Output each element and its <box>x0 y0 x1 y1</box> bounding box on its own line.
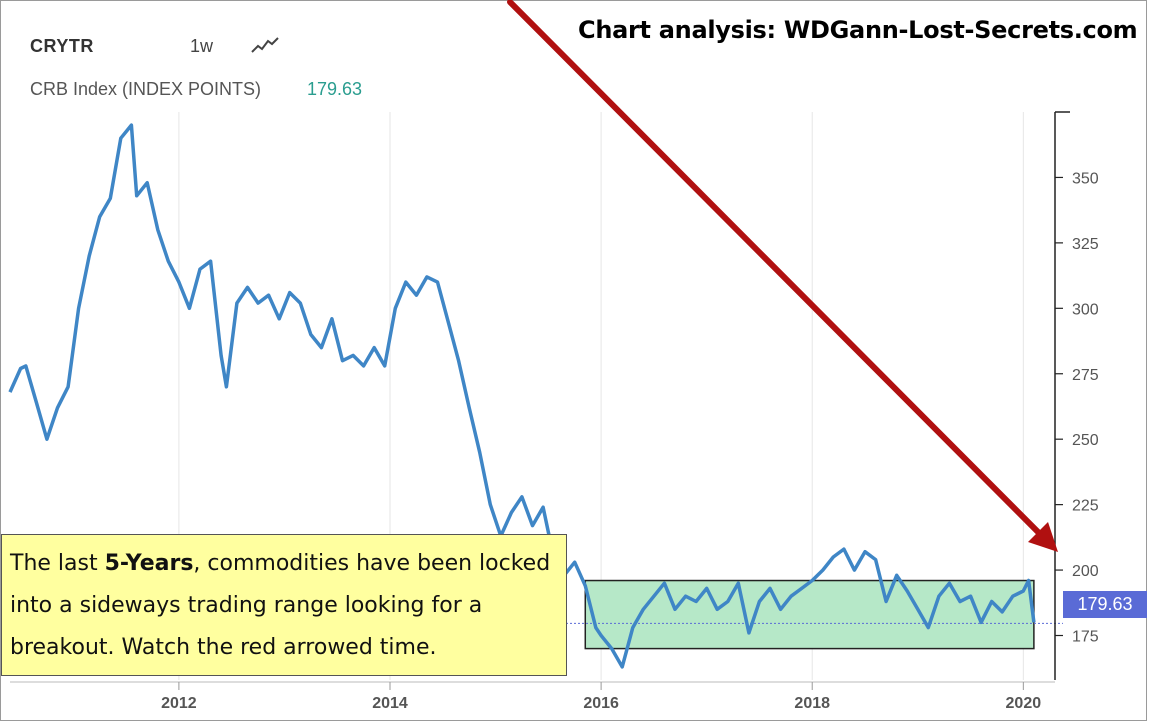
red-arrow-shaft <box>507 0 1047 541</box>
annotation-bold: 5-Years <box>104 551 194 576</box>
y-tick-label: 300 <box>1072 301 1099 318</box>
y-tick-label: 325 <box>1072 236 1099 253</box>
last-price-tag: 179.63 <box>1063 591 1147 618</box>
x-tick-label: 2020 <box>1006 695 1042 712</box>
annotation-text-1: The last <box>10 551 105 576</box>
series-line-group <box>8 123 1036 669</box>
series-line-crytr <box>8 123 1036 669</box>
trading-range-box <box>584 579 1035 650</box>
x-tick-label: 2018 <box>794 695 830 712</box>
annotation-box: The last 5-Years, commodities have been … <box>1 534 567 676</box>
red-arrow-group <box>507 0 1058 552</box>
y-tick-label: 350 <box>1072 170 1099 187</box>
y-tick-label: 175 <box>1072 629 1099 646</box>
symbol-label: CRYTR <box>30 36 94 56</box>
axes-group: 350 325 300 275 250 225 200 175 2012 2014 2016 2018… <box>10 111 1099 712</box>
x-tick-label: 2016 <box>583 695 619 712</box>
interval-selector[interactable]: 1w <box>190 36 214 56</box>
y-tick-label: 225 <box>1072 498 1099 515</box>
series-value: 179.63 <box>307 79 363 99</box>
x-tick-label: 2012 <box>161 695 197 712</box>
y-tick-label: 200 <box>1072 563 1099 580</box>
series-name: CRB Index (INDEX POINTS) <box>30 79 262 99</box>
analysis-title: Chart analysis: WDGann-Lost-Secrets.com <box>578 16 1138 44</box>
line-chart-icon[interactable] <box>250 34 280 56</box>
red-arrow-head <box>1028 522 1058 552</box>
annotation-text-2: , commodities have been locked into a si… <box>10 551 551 660</box>
y-tick-label: 275 <box>1072 367 1099 384</box>
y-tick-label: 250 <box>1072 432 1099 449</box>
x-tick-label: 2014 <box>372 695 408 712</box>
